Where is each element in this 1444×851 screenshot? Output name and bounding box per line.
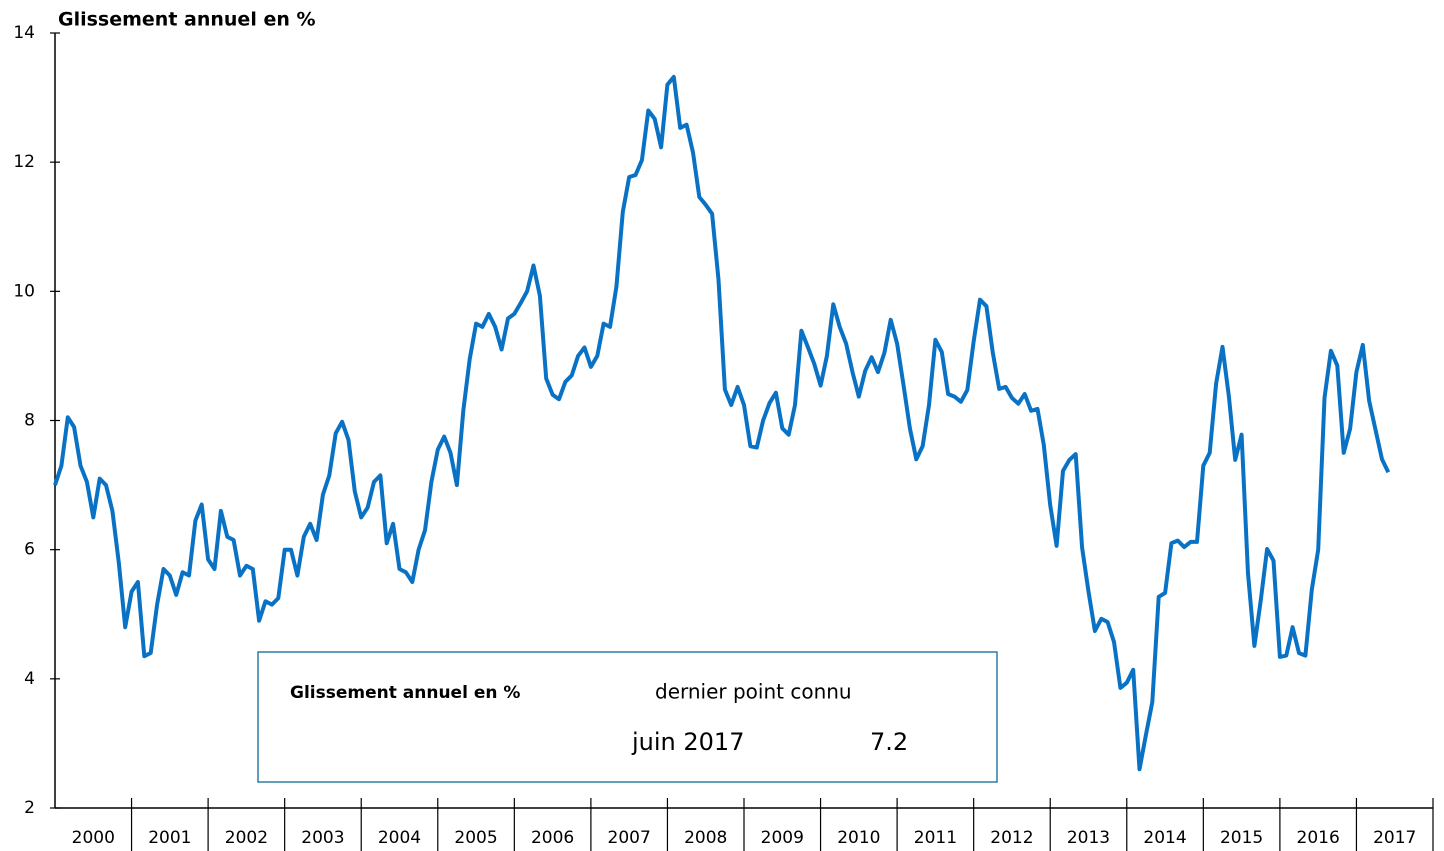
chart-title: Glissement annuel en % (58, 9, 316, 31)
x-tick-label: 2000 (72, 828, 115, 848)
x-tick-label: 2016 (1297, 828, 1340, 848)
annotation-note: dernier point connu (655, 680, 852, 704)
x-tick-label: 2003 (301, 828, 344, 848)
y-tick-label: 6 (24, 540, 35, 560)
y-tick-label: 8 (24, 411, 35, 431)
x-tick-label: 2002 (225, 828, 268, 848)
x-tick-label: 2005 (454, 828, 497, 848)
y-tick-label: 2 (24, 798, 35, 818)
x-tick-label: 2012 (990, 828, 1033, 848)
x-tick-label: 2001 (148, 828, 191, 848)
annotation-date: juin 2017 (631, 728, 744, 756)
y-tick-label: 4 (24, 669, 35, 689)
x-tick-label: 2009 (761, 828, 804, 848)
x-tick-label: 2008 (684, 828, 727, 848)
annotation-value: 7.2 (870, 728, 908, 756)
x-tick-label: 2010 (837, 828, 880, 848)
x-tick-label: 2011 (914, 828, 957, 848)
x-tick-label: 2004 (378, 828, 421, 848)
x-tick-label: 2013 (1067, 828, 1110, 848)
x-tick-label: 2007 (608, 828, 651, 848)
annotation-title: Glissement annuel en % (290, 683, 520, 703)
y-tick-label: 12 (13, 152, 35, 172)
annotation-box (257, 651, 998, 783)
data-line (53, 74, 1391, 772)
y-tick-label: 14 (13, 23, 35, 43)
y-tick-label: 10 (13, 281, 35, 301)
x-tick-label: 2015 (1220, 828, 1263, 848)
x-tick-label: 2014 (1143, 828, 1186, 848)
x-tick-label: 2017 (1373, 828, 1416, 848)
x-tick-label: 2006 (531, 828, 574, 848)
